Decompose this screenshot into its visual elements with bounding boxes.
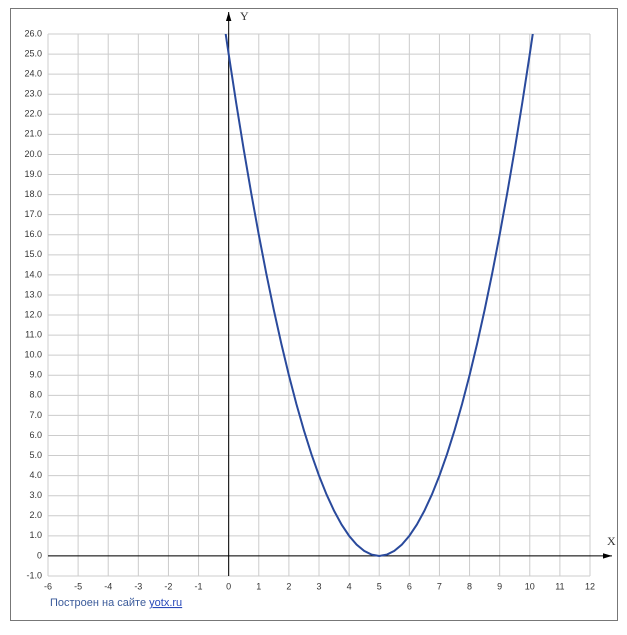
x-tick-label: 2 [286, 581, 291, 591]
y-tick-label: 2.0 [29, 510, 42, 520]
y-tick-label: 15.0 [24, 249, 42, 259]
y-tick-label: -1.0 [26, 570, 42, 580]
y-tick-label: 23.0 [24, 89, 42, 99]
x-tick-label: -6 [44, 581, 52, 591]
x-tick-label: -1 [195, 581, 203, 591]
footer: Построен на сайте yotx.ru [50, 597, 182, 609]
x-tick-label: 9 [497, 581, 502, 591]
y-tick-label: 18.0 [24, 189, 42, 199]
x-tick-label: 11 [555, 581, 564, 591]
y-axis-label: Y [240, 9, 249, 23]
x-tick-label: 6 [407, 581, 412, 591]
x-tick-label: -4 [104, 581, 112, 591]
x-tick-label: -2 [164, 581, 172, 591]
y-tick-label: 20.0 [24, 149, 42, 159]
y-tick-label: 21.0 [24, 129, 42, 139]
y-tick-label: 8.0 [29, 390, 42, 400]
y-tick-label: 19.0 [24, 169, 42, 179]
y-tick-label: 13.0 [24, 289, 42, 299]
y-tick-label: 12.0 [24, 309, 42, 319]
y-tick-label: 16.0 [24, 229, 42, 239]
footer-link[interactable]: yotx.ru [149, 597, 182, 609]
y-tick-label: 25.0 [24, 48, 42, 58]
y-tick-label: 26.0 [24, 28, 42, 38]
y-tick-label: 3.0 [29, 490, 42, 500]
x-axis-label: X [607, 534, 616, 548]
y-tick-label: 4.0 [29, 470, 42, 480]
x-tick-label: 12 [585, 581, 595, 591]
y-tick-label: 17.0 [24, 209, 42, 219]
y-tick-label: 6.0 [29, 430, 42, 440]
x-tick-label: 3 [316, 581, 321, 591]
y-tick-label: 11.0 [25, 329, 42, 339]
y-tick-label: 5.0 [29, 450, 42, 460]
x-tick-label: 0 [226, 581, 231, 591]
curve [224, 34, 534, 557]
y-tick-label: 9.0 [29, 370, 42, 380]
y-tick-label: 0 [37, 550, 42, 560]
x-tick-label: 8 [467, 581, 472, 591]
x-tick-label: 5 [377, 581, 382, 591]
x-tick-label: 4 [347, 581, 352, 591]
y-tick-label: 1.0 [29, 530, 42, 540]
y-tick-label: 22.0 [24, 109, 42, 119]
x-tick-label: 7 [437, 581, 442, 591]
y-tick-label: 7.0 [29, 410, 42, 420]
x-tick-label: -3 [134, 581, 142, 591]
frame [10, 8, 618, 621]
x-tick-label: -5 [74, 581, 82, 591]
y-tick-label: 24.0 [24, 69, 42, 79]
y-tick-label: 10.0 [24, 350, 42, 360]
y-tick-label: 14.0 [24, 269, 42, 279]
x-tick-label: 10 [525, 581, 535, 591]
x-tick-label: 1 [256, 581, 261, 591]
footer-text: Построен на сайте [50, 597, 146, 609]
